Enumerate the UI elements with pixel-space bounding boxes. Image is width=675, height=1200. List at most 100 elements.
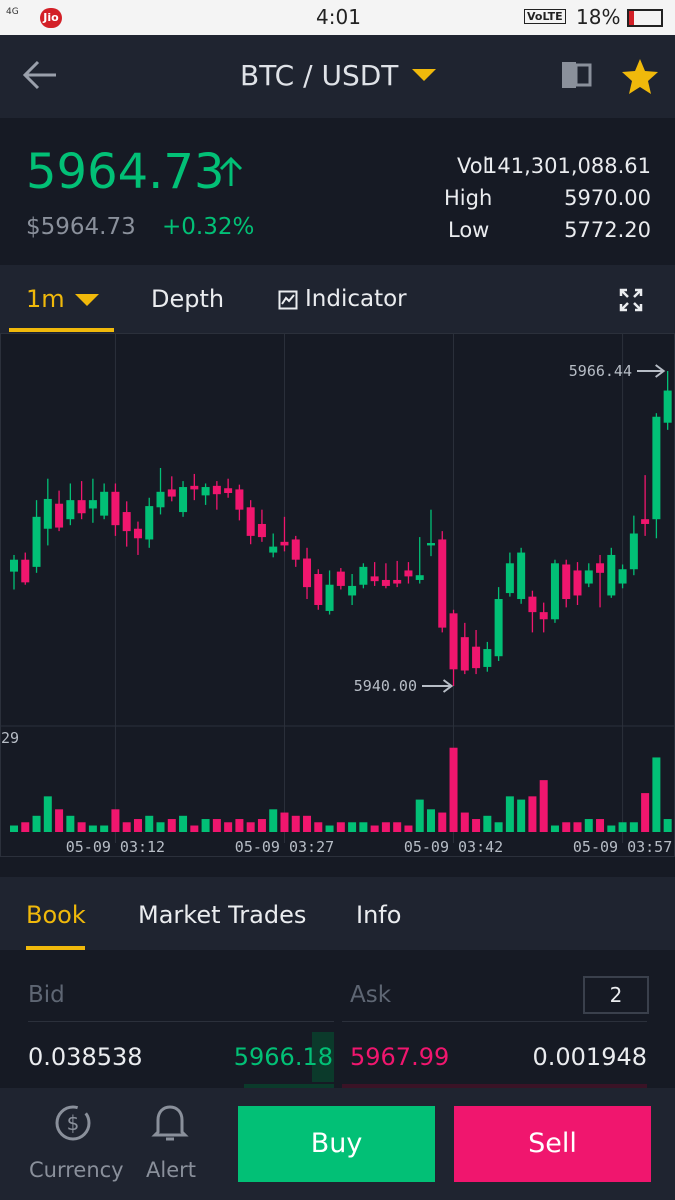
volume-bar bbox=[10, 825, 18, 832]
candle-body bbox=[167, 489, 176, 497]
candle-body bbox=[359, 566, 368, 585]
x-tick-label: 05-09 03:42 bbox=[404, 838, 503, 856]
compare-icon[interactable] bbox=[560, 59, 594, 93]
candle-body bbox=[190, 485, 199, 490]
vol-label: Vol bbox=[457, 154, 489, 178]
volume-bar bbox=[201, 819, 210, 832]
chart-tabs: 1m Depth Indicator bbox=[0, 265, 675, 333]
battery-level: 18% bbox=[576, 5, 621, 29]
volume-bar bbox=[55, 809, 64, 832]
volume-bar bbox=[539, 780, 548, 832]
candle-body bbox=[145, 506, 154, 540]
alert-icon[interactable] bbox=[150, 1102, 190, 1144]
last-price: 5964.73 bbox=[26, 144, 225, 200]
candle-body bbox=[607, 554, 616, 596]
bid-amount: 0.038538 bbox=[28, 1043, 143, 1071]
volume-bar bbox=[517, 799, 526, 832]
ask-label: Ask bbox=[350, 982, 392, 1008]
volume-bar bbox=[449, 747, 458, 832]
min-price-label: 5940.00 bbox=[354, 677, 417, 695]
currency-icon[interactable]: $ bbox=[52, 1102, 94, 1144]
candle-body bbox=[66, 500, 75, 520]
currency-label[interactable]: Currency bbox=[29, 1158, 124, 1182]
volume-bar bbox=[167, 819, 176, 832]
candle-body bbox=[494, 599, 503, 657]
change: +0.32% bbox=[162, 214, 255, 240]
volume-bar bbox=[348, 822, 357, 832]
candle-body bbox=[269, 546, 278, 553]
volume-bar bbox=[32, 815, 41, 832]
candle-body bbox=[348, 585, 357, 596]
volume-bar bbox=[629, 822, 638, 832]
candle-body bbox=[325, 584, 334, 611]
volume-bar bbox=[133, 819, 142, 832]
volume-bar bbox=[393, 822, 402, 832]
candle-body bbox=[641, 519, 650, 524]
candle-body bbox=[449, 613, 458, 670]
candle-body bbox=[235, 489, 244, 510]
precision-select[interactable]: 2 bbox=[583, 976, 649, 1014]
volume-bar bbox=[505, 796, 514, 832]
volume-bar bbox=[325, 825, 334, 832]
sell-button[interactable]: Sell bbox=[454, 1106, 651, 1182]
volume-bar bbox=[663, 819, 672, 832]
candle-body bbox=[55, 503, 64, 528]
candle-body bbox=[596, 563, 605, 573]
chart-frame bbox=[0, 333, 675, 857]
vol-value: 141,301,088.61 bbox=[484, 154, 651, 178]
volume-bar bbox=[652, 757, 661, 832]
candle-body bbox=[224, 488, 233, 493]
pair-dropdown[interactable] bbox=[411, 68, 437, 82]
info-tab[interactable]: Info bbox=[356, 901, 402, 929]
candle-body bbox=[460, 637, 469, 671]
interval-dropdown[interactable] bbox=[74, 293, 100, 307]
fullscreen-button[interactable] bbox=[619, 288, 643, 312]
volume-bar bbox=[269, 809, 278, 832]
volume-bar bbox=[573, 822, 582, 832]
candle-body bbox=[426, 543, 435, 546]
buy-button[interactable]: Buy bbox=[238, 1106, 435, 1182]
volume-bar bbox=[314, 822, 323, 832]
interval-tab[interactable]: 1m bbox=[26, 285, 65, 313]
divider bbox=[342, 1021, 647, 1022]
low-label: Low bbox=[448, 218, 490, 242]
low-value: 5772.20 bbox=[564, 218, 651, 242]
volume-bar bbox=[415, 799, 424, 832]
clock: 4:01 bbox=[316, 5, 361, 29]
candle-body bbox=[88, 500, 97, 509]
candle-body bbox=[517, 552, 526, 600]
back-button[interactable] bbox=[20, 57, 60, 97]
volume-bar bbox=[550, 825, 559, 832]
bottom-nav: $ Currency Alert Buy Sell bbox=[0, 1088, 675, 1200]
up-arrow bbox=[219, 156, 243, 186]
order-book: Bid Ask 2 0.038538 5966.18 5967.99 0.001… bbox=[0, 950, 675, 1088]
candle-body bbox=[438, 539, 447, 628]
bid-label: Bid bbox=[28, 982, 65, 1008]
trades-tab[interactable]: Market Trades bbox=[138, 901, 307, 929]
ticker: 5964.73 $5964.73 +0.32% Vol 141,301,088.… bbox=[0, 118, 675, 265]
max-arrow bbox=[637, 364, 666, 378]
pair-title[interactable]: BTC / USDT bbox=[240, 59, 399, 92]
volume-tick-label: 29 bbox=[1, 729, 19, 747]
volume-bar bbox=[280, 812, 289, 832]
depth-tab[interactable]: Depth bbox=[151, 285, 225, 313]
bid-price: 5966.18 bbox=[233, 1043, 333, 1071]
candle-body bbox=[10, 559, 18, 572]
candle-body bbox=[573, 570, 582, 596]
x-tick-label: 05-09 03:57 bbox=[573, 838, 672, 856]
candle-body bbox=[618, 569, 627, 584]
candle-body bbox=[336, 571, 345, 586]
volume-bar bbox=[641, 793, 650, 832]
volume-bar bbox=[426, 809, 435, 832]
indicator-tab[interactable]: Indicator bbox=[305, 286, 407, 312]
candle-body bbox=[111, 491, 120, 526]
favorite-star[interactable] bbox=[620, 57, 660, 97]
ask-price: 5967.99 bbox=[350, 1043, 450, 1071]
candle-body bbox=[43, 498, 52, 529]
alert-label[interactable]: Alert bbox=[146, 1158, 196, 1182]
svg-text:$: $ bbox=[67, 1111, 80, 1135]
candle-body bbox=[280, 541, 289, 546]
book-tab[interactable]: Book bbox=[26, 901, 86, 929]
volume-bar bbox=[257, 819, 266, 832]
x-tick-label: 05-09 03:27 bbox=[235, 838, 334, 856]
